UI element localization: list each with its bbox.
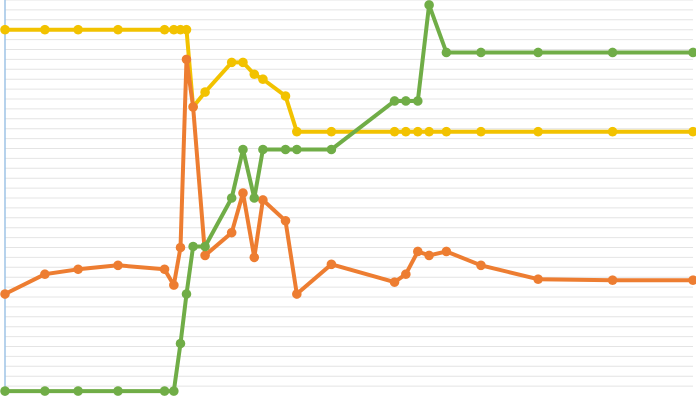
data-point <box>607 275 618 285</box>
data-point <box>73 24 83 35</box>
data-point <box>533 47 543 58</box>
series-2 <box>0 54 696 299</box>
data-point <box>258 144 268 155</box>
data-point <box>40 386 50 396</box>
data-point <box>258 195 268 205</box>
data-point <box>175 242 186 253</box>
data-point <box>258 74 268 84</box>
data-point <box>200 87 210 97</box>
data-point <box>607 47 618 58</box>
data-point <box>688 47 696 58</box>
data-point <box>113 386 123 396</box>
data-point <box>476 47 486 58</box>
data-point <box>159 386 170 396</box>
data-point <box>607 126 618 137</box>
data-point <box>159 24 170 35</box>
series-line <box>3 57 695 296</box>
data-point <box>441 47 452 58</box>
chart-gridlines <box>5 0 693 387</box>
data-point <box>0 24 10 35</box>
data-point <box>175 338 186 349</box>
data-point <box>73 386 83 396</box>
data-point <box>326 259 337 270</box>
data-point <box>113 260 123 271</box>
data-point <box>226 193 237 203</box>
data-point <box>169 386 179 396</box>
series-1 <box>0 24 696 137</box>
data-point <box>0 289 10 299</box>
data-point <box>476 260 486 271</box>
data-point <box>413 96 423 106</box>
series-line <box>3 27 695 134</box>
data-point <box>169 24 179 35</box>
data-point <box>169 280 179 290</box>
data-point <box>249 69 260 80</box>
data-point <box>413 126 423 137</box>
data-point <box>188 241 198 252</box>
data-point <box>688 126 696 137</box>
data-point <box>292 289 302 299</box>
data-point <box>476 126 486 137</box>
data-point <box>0 386 10 396</box>
data-point <box>389 126 400 137</box>
data-point <box>424 126 434 137</box>
data-point <box>280 215 291 226</box>
data-point <box>292 144 302 155</box>
data-point <box>533 126 543 137</box>
data-point <box>424 0 434 10</box>
data-point <box>200 241 210 252</box>
data-point <box>73 264 83 275</box>
data-point <box>40 269 50 280</box>
data-point <box>401 269 411 280</box>
data-point <box>280 91 291 101</box>
data-point <box>40 24 50 35</box>
data-point <box>238 188 248 198</box>
data-point <box>200 250 210 261</box>
data-point <box>533 274 543 284</box>
data-point <box>389 96 400 106</box>
data-point <box>226 57 237 68</box>
data-point <box>441 246 452 257</box>
data-point <box>249 252 260 263</box>
data-point <box>280 144 291 155</box>
data-point <box>292 126 302 137</box>
data-point <box>441 126 452 137</box>
data-point <box>113 24 123 35</box>
data-point <box>159 264 170 275</box>
data-point <box>326 126 337 137</box>
data-point <box>181 289 192 299</box>
data-point <box>688 275 696 285</box>
data-point <box>424 250 434 261</box>
data-point <box>413 246 423 257</box>
data-point <box>188 102 198 112</box>
data-point <box>326 144 337 155</box>
data-point <box>249 193 260 203</box>
data-point <box>401 96 411 106</box>
data-point <box>181 54 192 65</box>
data-point <box>181 24 192 35</box>
data-point <box>226 227 237 238</box>
data-point <box>238 57 248 68</box>
data-point <box>238 144 248 155</box>
data-point <box>401 126 411 137</box>
data-point <box>389 277 400 287</box>
